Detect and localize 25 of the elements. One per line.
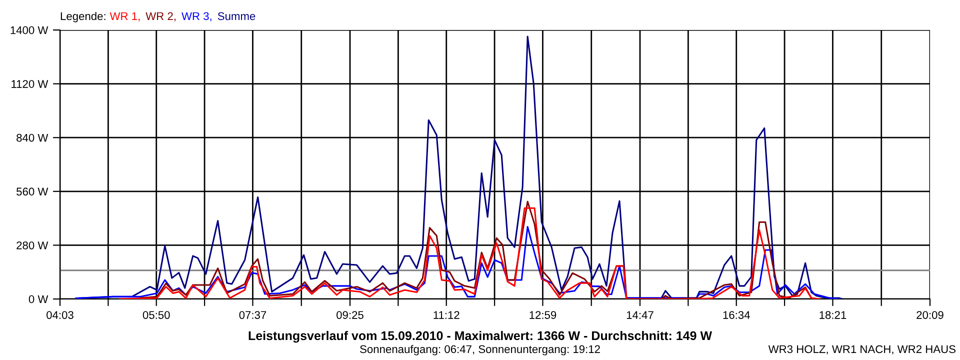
x-tick-label: 18:21: [820, 311, 846, 319]
x-tick-label: 16:34: [723, 311, 750, 319]
y-tick-label: 280 W: [16, 241, 48, 250]
x-tick-label: 07:37: [239, 311, 266, 319]
x-tick-label: 11:12: [434, 311, 460, 319]
text: Leistungsverlauf vom 15.09.2010 - Maximalwert: 1366 W - Durchschnitt: 149 W: [248, 330, 712, 343]
x-tick-label: 05:50: [142, 311, 170, 319]
x-tick-label: 04:03: [46, 311, 74, 319]
x-tick-label: 20:09: [916, 311, 944, 319]
text: Summe: [218, 12, 256, 20]
legend-title: Legende:: [60, 12, 106, 22]
y-tick-label: 840 W: [16, 134, 48, 142]
text: WR3 HOLZ, WR1 NACH, WR2 HAUS: [768, 345, 956, 354]
y-tick-label: 560 W: [16, 188, 48, 196]
text: WR 2,: [146, 12, 176, 22]
y-tick-label: 1400 W: [10, 26, 48, 34]
text: Sonnenaufgang: 06:47, Sonnenuntergang: 19:12: [360, 344, 600, 356]
y-tick-label: 1120 W: [12, 80, 48, 88]
text: WR 1,: [110, 12, 140, 22]
x-tick-label: 14:47: [626, 311, 654, 319]
text: WR 3,: [182, 12, 212, 22]
y-tick-label: 0 W: [28, 295, 48, 304]
x-tick-label: 12:59: [530, 311, 556, 319]
x-tick-label: 09:25: [336, 311, 364, 319]
line-series: [75, 226, 840, 299]
